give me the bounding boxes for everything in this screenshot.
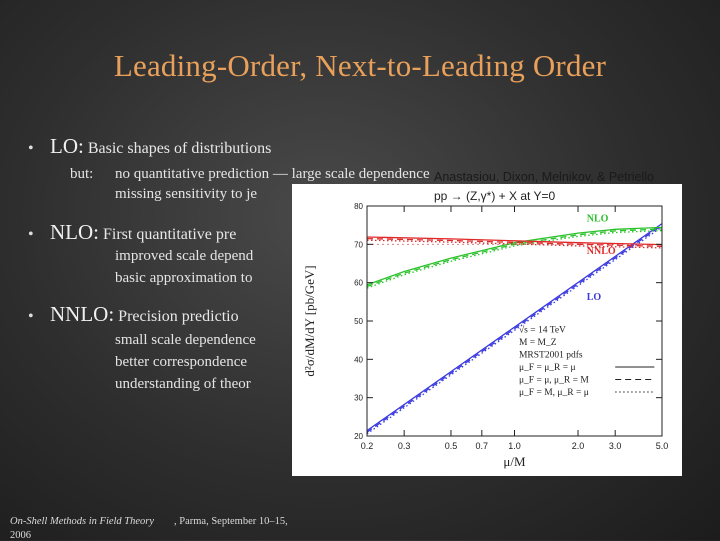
lo-sub-line2: missing sensitivity to je [115,186,258,202]
bullet-nlo-head: NLO: [50,220,99,244]
series-nlo-line [366,226,663,286]
nlo-sub-2: basic approximation to [115,270,253,286]
bullet-symbol: • [28,140,34,157]
bullet-lo: • LO: Basic shapes of distributions [28,134,271,159]
bullet-nnlo-text: Precision predictio [118,308,239,325]
x-tick-label: 0.3 [398,441,411,451]
y-tick-label: 60 [354,279,363,288]
annotation-line: M = M_Z [519,338,557,348]
chart-background [292,184,682,476]
y-tick-label: 50 [354,317,363,326]
bullet-lo-head: LO: [50,134,84,158]
series-nnlo-line [366,239,663,249]
series-lo-line [366,224,663,433]
nnlo-sub-2: better correspondence [115,354,248,370]
x-tick-label: 2.0 [572,441,585,451]
x-tick-label: 0.5 [445,441,458,451]
x-axis-label: μ/M [503,454,526,469]
bullet-nlo-text: First quantitative pre [103,226,237,243]
y-tick-label: 70 [354,240,363,249]
bullet-nnlo: • NNLO: Precision predictio [28,302,239,327]
y-axis-label: d²σ/dM/dY [pb/GeV] [302,265,317,376]
y-tick-label: 20 [354,432,363,441]
x-tick-label: 5.0 [656,441,669,451]
scale-dependence-chart: pp → (Z,γ*) + X at Y=0 0.2 0.3 0.5 0.7 1.0 2.… [292,184,682,476]
bullet-nlo: • NLO: First quantitative pre [28,220,236,245]
chart-title: pp → (Z,γ*) + X at Y=0 [434,189,555,203]
annotation-line: μ_F = μ_R = μ [519,363,576,373]
footer-course: On-Shell Methods in Field Theory [10,516,155,527]
nnlo-sub-1: small scale dependence [115,332,256,348]
annotation-line: μ_F = M, μ_R = μ [519,388,589,398]
x-tick-label: 3.0 [609,441,622,451]
chart-citation: Anastasiou, Dixon, Melnikov, & Petriello [434,170,655,184]
lo-sub-prefix: but: [70,166,94,182]
series-label-lo: LO [587,292,602,303]
y-tick-label: 30 [354,394,363,403]
series-lo-line [366,223,663,432]
x-tick-label: 1.0 [508,441,521,451]
annotation-line: μ_F = μ, μ_R = M [519,376,589,386]
y-tick-label: 80 [354,202,363,211]
lo-sub-line1: no quantitative prediction — large scale… [115,166,430,182]
bullet-lo-text: Basic shapes of distributions [87,140,272,157]
annotation-line: MRST2001 pdfs [519,350,583,361]
annotation-line: √s = 14 TeV [519,325,566,336]
bullet-nnlo-head: NNLO: [50,302,115,326]
x-tick-label: 0.7 [476,441,489,451]
series-nnlo-line [366,236,663,246]
x-tick-label: 0.2 [361,441,374,451]
series-lo-line [366,226,663,435]
footer-location: , Parma, September 10–15, [174,516,288,527]
slide-title: Leading-Order, Next-to-Leading Order [113,48,607,83]
nlo-sub-1: improved scale depend [115,248,254,264]
series-label-nlo: NLO [587,213,609,224]
y-tick-label: 40 [354,355,363,364]
bullet-symbol: • [28,308,34,325]
bullet-symbol: • [28,226,34,243]
footer-year: 2006 [10,530,31,541]
series-nlo-line [366,228,663,288]
series-label-nnlo: NNLO [587,246,616,257]
nnlo-sub-3: understanding of theor [115,376,251,392]
